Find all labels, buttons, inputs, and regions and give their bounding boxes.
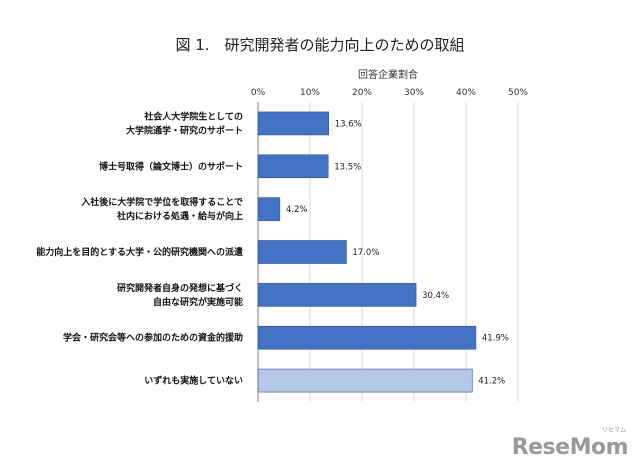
x-axis-ticks: 0% 10% 20% 30% 40% 50% bbox=[251, 88, 529, 98]
resemom-logo: ReseMom bbox=[511, 435, 629, 460]
category-label: 社内における処遇・給与が向上 bbox=[116, 210, 243, 222]
category-label: 学会・研究会等への参加のための資金的援助 bbox=[63, 332, 243, 344]
x-axis-title: 回答企業割合 bbox=[358, 68, 418, 81]
x-tick-label: 20% bbox=[352, 88, 372, 98]
bar bbox=[257, 240, 347, 264]
logo-ruby: リセマム bbox=[601, 427, 626, 434]
chart-title: 図 1. 研究開発者の能力向上のための取組 bbox=[175, 36, 464, 54]
bar bbox=[257, 283, 417, 307]
category-labels: 社会人大学院生としての大学院通学・研究のサポート博士号取得（論文博士）のサポート… bbox=[36, 110, 243, 386]
value-label: 41.9% bbox=[482, 334, 509, 344]
value-label: 41.2% bbox=[478, 377, 505, 387]
bar bbox=[257, 111, 330, 136]
x-tick-label: 50% bbox=[508, 88, 528, 98]
bar bbox=[257, 368, 473, 393]
bar bbox=[257, 325, 477, 350]
category-label: 博士号取得（論文博士）のサポート bbox=[99, 160, 243, 172]
category-label: 入社後に大学院で学位を取得することで bbox=[80, 196, 243, 208]
value-label: 17.0% bbox=[352, 248, 379, 258]
bar bbox=[257, 197, 281, 221]
x-tick-label: 10% bbox=[300, 88, 320, 98]
bars bbox=[257, 111, 477, 393]
value-label: 30.4% bbox=[422, 291, 449, 301]
value-label: 4.2% bbox=[286, 205, 308, 215]
x-tick-label: 40% bbox=[456, 88, 476, 98]
x-tick-label: 30% bbox=[404, 88, 424, 98]
category-label: 社会人大学院生としての bbox=[143, 110, 243, 122]
value-label: 13.6% bbox=[335, 119, 362, 129]
category-label: 研究開発者自身の発想に基づく bbox=[117, 282, 243, 294]
category-label: 自由な研究が実施可能 bbox=[153, 296, 243, 308]
x-tick-label: 0% bbox=[251, 88, 266, 98]
category-label: 能力向上を目的とする大学・公的研究機関への派遣 bbox=[36, 246, 243, 258]
bar bbox=[257, 154, 329, 179]
category-label: いずれも実施していない bbox=[144, 375, 243, 387]
value-label: 13.5% bbox=[334, 162, 361, 172]
category-label: 大学院通学・研究のサポート bbox=[126, 124, 243, 136]
value-labels: 13.6% 13.5% 4.2% 17.0% 30.4% 41.9% 41.2% bbox=[286, 119, 509, 386]
